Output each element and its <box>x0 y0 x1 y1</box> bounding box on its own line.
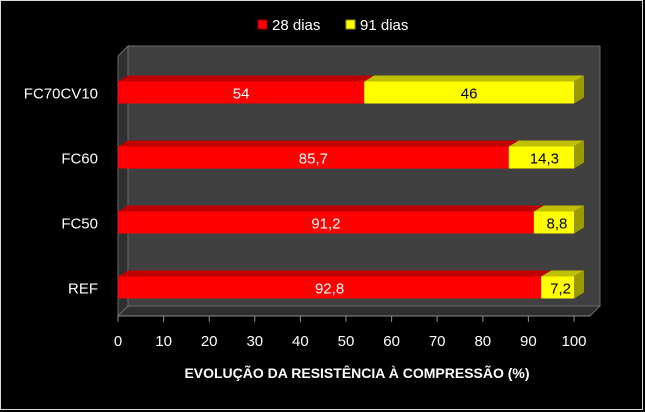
x-tick-label-50: 50 <box>338 333 355 350</box>
legend-label: 28 dias <box>272 17 320 34</box>
bar-top <box>118 140 519 147</box>
bar-ref-28-dias <box>118 270 552 299</box>
bar-top <box>364 75 584 82</box>
data-label-fc60-28-dias: 85,7 <box>299 151 328 168</box>
bar-fc50-28-dias <box>118 205 544 234</box>
x-axis: 0 10 20 30 40 50 60 70 80 90 100 <box>114 315 590 350</box>
bar-top <box>118 205 544 212</box>
data-label-fc70cv10-91-dias: 46 <box>461 86 478 103</box>
bar-top <box>118 270 552 277</box>
x-tick-label-10: 10 <box>155 333 172 350</box>
bar-front <box>541 276 574 299</box>
bar-side <box>574 140 584 169</box>
data-label-fc50-28-dias: 91,2 <box>311 216 340 233</box>
bar-side <box>574 270 584 299</box>
bar-side <box>574 205 584 234</box>
legend-item-28-dias: 28 dias <box>257 17 320 34</box>
bars: 54 46 85,7 14,3 91,2 8,8 92,8 7,2 <box>118 75 584 299</box>
x-tick-label-40: 40 <box>292 333 309 350</box>
data-label-fc70cv10-28-dias: 54 <box>233 86 250 103</box>
x-tick-label-80: 80 <box>474 333 491 350</box>
bar-side <box>574 75 584 104</box>
legend-item-91-dias: 91 dias <box>345 17 408 34</box>
x-tick-label-100: 100 <box>561 333 586 350</box>
floor <box>116 305 602 317</box>
category-label-fc70cv10: FC70CV10 <box>24 86 98 103</box>
bar-top <box>508 140 584 147</box>
x-tick-label-0: 0 <box>114 333 122 350</box>
bar-front <box>364 81 574 104</box>
category-label-ref: REF <box>68 281 98 298</box>
x-tick-label-90: 90 <box>520 333 537 350</box>
plot-walls <box>116 44 602 318</box>
bar-front <box>118 146 509 169</box>
y-axis: FC70CV10 FC60 FC50 REF <box>24 86 98 298</box>
bar-fc70cv10-28-dias <box>118 75 375 104</box>
data-label-fc60-91-dias: 14,3 <box>530 151 559 168</box>
legend-swatch <box>257 19 268 30</box>
bar-front <box>118 211 534 234</box>
bar-front <box>118 81 365 104</box>
x-tick-label-30: 30 <box>246 333 263 350</box>
category-label-fc60: FC60 <box>61 151 98 168</box>
x-tick-label-70: 70 <box>429 333 446 350</box>
category-label-fc50: FC50 <box>61 216 98 233</box>
legend-label: 91 dias <box>360 17 408 34</box>
bar-top <box>533 205 584 212</box>
legend: 28 dias 91 dias <box>257 17 408 34</box>
bar-top <box>118 75 375 82</box>
bar-fc70cv10-91-dias <box>364 75 584 104</box>
x-axis-title: EVOLUÇÃO DA RESISTÊNCIA À COMPRESSÃO (%) <box>184 364 529 381</box>
bar-ref-91-dias <box>541 270 584 299</box>
bar-front <box>533 211 574 234</box>
x-tick-label-60: 60 <box>383 333 400 350</box>
bar-fc60-28-dias <box>118 140 519 169</box>
bar-front <box>508 146 574 169</box>
bar-top <box>541 270 584 277</box>
bar-fc50-91-dias <box>533 205 584 234</box>
x-tick-label-20: 20 <box>201 333 218 350</box>
bar-front <box>118 276 542 299</box>
data-label-fc50-91-dias: 8,8 <box>547 216 568 233</box>
data-label-ref-28-dias: 92,8 <box>315 281 344 298</box>
legend-swatch <box>345 19 356 30</box>
data-label-ref-91-dias: 7,2 <box>550 281 571 298</box>
bar-fc60-91-dias <box>508 140 584 169</box>
